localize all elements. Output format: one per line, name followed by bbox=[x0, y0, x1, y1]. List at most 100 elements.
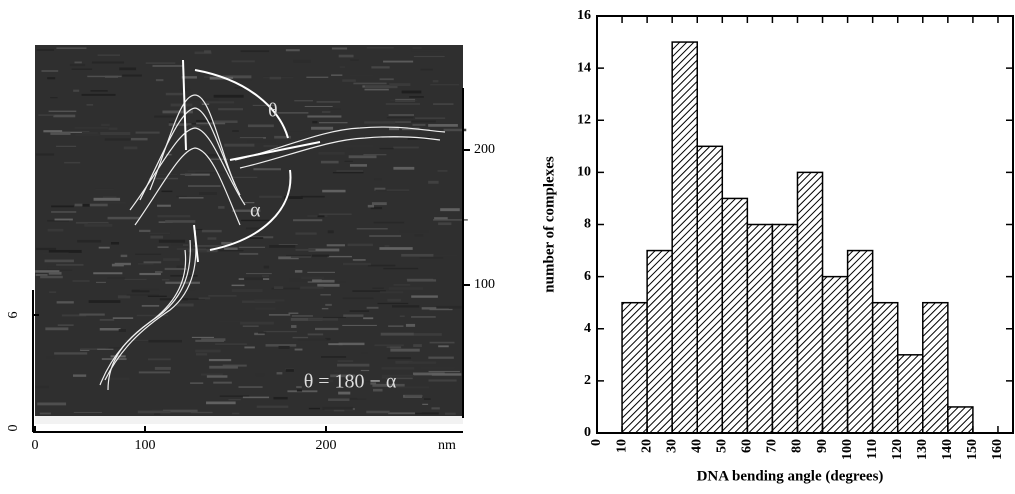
texture-streak bbox=[224, 143, 255, 147]
texture-streak bbox=[390, 99, 418, 101]
texture-streak bbox=[42, 252, 69, 254]
texture-streak bbox=[69, 63, 86, 67]
x-tick-label: 60 bbox=[740, 439, 755, 453]
bar bbox=[671, 41, 698, 434]
texture-streak bbox=[79, 313, 105, 316]
texture-streak bbox=[168, 123, 192, 126]
texture-streak bbox=[386, 117, 414, 119]
texture-streak bbox=[384, 244, 390, 248]
texture-streak bbox=[110, 242, 120, 245]
texture-streak bbox=[395, 386, 430, 389]
texture-streak bbox=[102, 196, 117, 199]
texture-streak bbox=[342, 262, 371, 266]
texture-streak bbox=[258, 331, 267, 334]
texture-streak bbox=[161, 190, 173, 193]
texture-streak bbox=[192, 125, 201, 128]
x-tick-label: 70 bbox=[765, 439, 780, 453]
texture-streak bbox=[255, 307, 276, 310]
texture-streak bbox=[54, 352, 88, 355]
y-label: 100 bbox=[474, 277, 495, 292]
texture-streak bbox=[98, 246, 110, 249]
x-axis-label: DNA bending angle (degrees) bbox=[697, 468, 884, 484]
texture-streak bbox=[366, 47, 394, 49]
texture-streak bbox=[162, 409, 198, 413]
texture-streak bbox=[428, 124, 458, 127]
texture-streak bbox=[381, 376, 390, 379]
texture-streak bbox=[388, 127, 400, 131]
texture-streak bbox=[278, 345, 290, 349]
texture-streak bbox=[141, 304, 160, 307]
texture-streak bbox=[291, 315, 313, 317]
texture-streak bbox=[389, 346, 402, 349]
texture-streak bbox=[244, 346, 255, 349]
texture-streak bbox=[428, 180, 439, 184]
texture-streak bbox=[232, 130, 239, 132]
texture-streak bbox=[308, 407, 320, 410]
texture-streak bbox=[388, 114, 414, 116]
texture-streak bbox=[35, 385, 49, 389]
texture-streak bbox=[137, 262, 154, 265]
texture-streak bbox=[413, 344, 422, 347]
texture-streak bbox=[239, 252, 259, 255]
texture-streak bbox=[347, 243, 373, 247]
texture-streak bbox=[286, 129, 309, 132]
texture-streak bbox=[421, 307, 449, 310]
texture-streak bbox=[422, 403, 429, 405]
texture-streak bbox=[50, 132, 71, 135]
texture-streak bbox=[234, 87, 245, 89]
annotation: θ bbox=[268, 100, 278, 122]
texture-streak bbox=[364, 85, 398, 89]
texture-streak bbox=[164, 267, 187, 271]
texture-streak bbox=[170, 103, 193, 107]
texture-streak bbox=[296, 386, 302, 388]
texture-streak bbox=[294, 100, 313, 102]
texture-streak bbox=[143, 261, 162, 264]
texture-streak bbox=[319, 377, 330, 381]
texture-streak bbox=[338, 342, 365, 346]
texture-streak bbox=[229, 78, 253, 81]
texture-streak bbox=[90, 90, 108, 92]
texture-streak bbox=[370, 382, 377, 385]
image-axes bbox=[32, 88, 470, 433]
texture-streak bbox=[175, 303, 194, 307]
texture-streak bbox=[194, 51, 212, 55]
texture-streak bbox=[231, 289, 263, 293]
texture-streak bbox=[224, 247, 238, 250]
texture-streak bbox=[82, 203, 90, 207]
texture-streak bbox=[331, 47, 348, 50]
texture-streak bbox=[230, 176, 258, 178]
texture-streak bbox=[44, 259, 74, 263]
texture-streak bbox=[137, 410, 171, 414]
texture-streak bbox=[429, 341, 455, 344]
texture-streak bbox=[154, 366, 171, 370]
texture-streak bbox=[311, 126, 334, 130]
texture-streak bbox=[265, 344, 297, 347]
bar bbox=[646, 249, 673, 434]
texture-streak bbox=[271, 287, 300, 290]
texture-streak bbox=[231, 60, 255, 63]
texture-streak bbox=[138, 371, 170, 374]
texture-streak bbox=[166, 153, 172, 156]
texture-streak bbox=[318, 213, 352, 215]
texture-streak bbox=[206, 401, 236, 405]
texture-streak bbox=[263, 265, 270, 269]
texture-streak bbox=[379, 291, 404, 294]
texture-streak bbox=[360, 369, 370, 372]
texture-streak bbox=[293, 59, 311, 63]
texture-streak bbox=[73, 89, 80, 92]
dna-ridges bbox=[99, 94, 446, 391]
texture-streak bbox=[377, 189, 410, 192]
x-tick-label: 90 bbox=[815, 439, 830, 453]
texture-streak bbox=[317, 283, 340, 287]
texture-streak bbox=[231, 284, 245, 287]
texture-streak bbox=[306, 76, 329, 78]
texture-streak bbox=[243, 202, 255, 204]
texture-streak bbox=[253, 168, 281, 171]
texture-streak bbox=[328, 398, 350, 402]
texture-streak bbox=[262, 275, 270, 278]
texture-streak bbox=[81, 93, 116, 96]
texture-streak bbox=[289, 278, 319, 282]
texture-streak bbox=[151, 408, 163, 412]
texture-streak bbox=[382, 374, 414, 377]
